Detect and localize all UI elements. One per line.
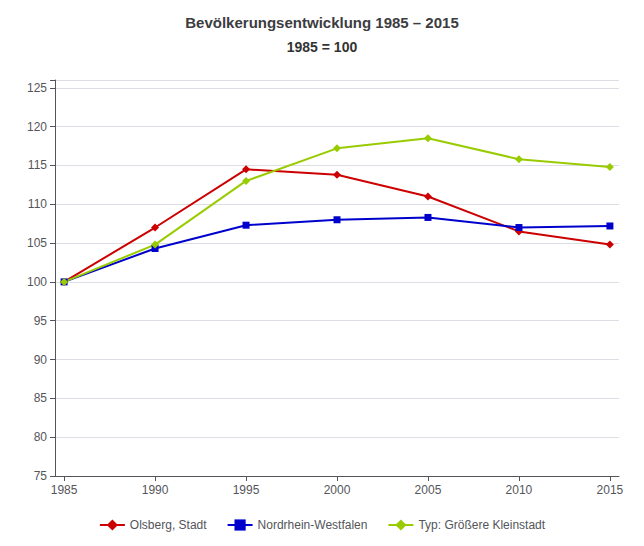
svg-text:125: 125 <box>27 81 47 95</box>
svg-text:1985: 1985 <box>51 483 78 497</box>
svg-text:1985 = 100: 1985 = 100 <box>287 39 358 55</box>
svg-text:100: 100 <box>27 275 47 289</box>
svg-text:2005: 2005 <box>415 483 442 497</box>
svg-text:80: 80 <box>34 430 48 444</box>
svg-text:115: 115 <box>28 158 47 172</box>
svg-text:Olsberg, Stadt: Olsberg, Stadt <box>130 518 207 532</box>
svg-text:2000: 2000 <box>324 483 351 497</box>
svg-text:Typ: Größere Kleinstadt: Typ: Größere Kleinstadt <box>418 518 545 532</box>
svg-text:2015: 2015 <box>597 483 624 497</box>
svg-text:1995: 1995 <box>233 483 260 497</box>
svg-text:120: 120 <box>27 120 47 134</box>
svg-text:1990: 1990 <box>142 483 169 497</box>
svg-text:90: 90 <box>34 353 48 367</box>
svg-text:105: 105 <box>27 236 47 250</box>
svg-text:110: 110 <box>28 197 47 211</box>
svg-text:75: 75 <box>34 469 48 483</box>
svg-text:2010: 2010 <box>506 483 533 497</box>
svg-text:95: 95 <box>34 314 48 328</box>
svg-text:Bevölkerungsentwicklung 1985 –: Bevölkerungsentwicklung 1985 – 2015 <box>185 14 458 31</box>
svg-text:Nordrhein-Westfalen: Nordrhein-Westfalen <box>258 518 368 532</box>
svg-text:85: 85 <box>34 391 48 405</box>
